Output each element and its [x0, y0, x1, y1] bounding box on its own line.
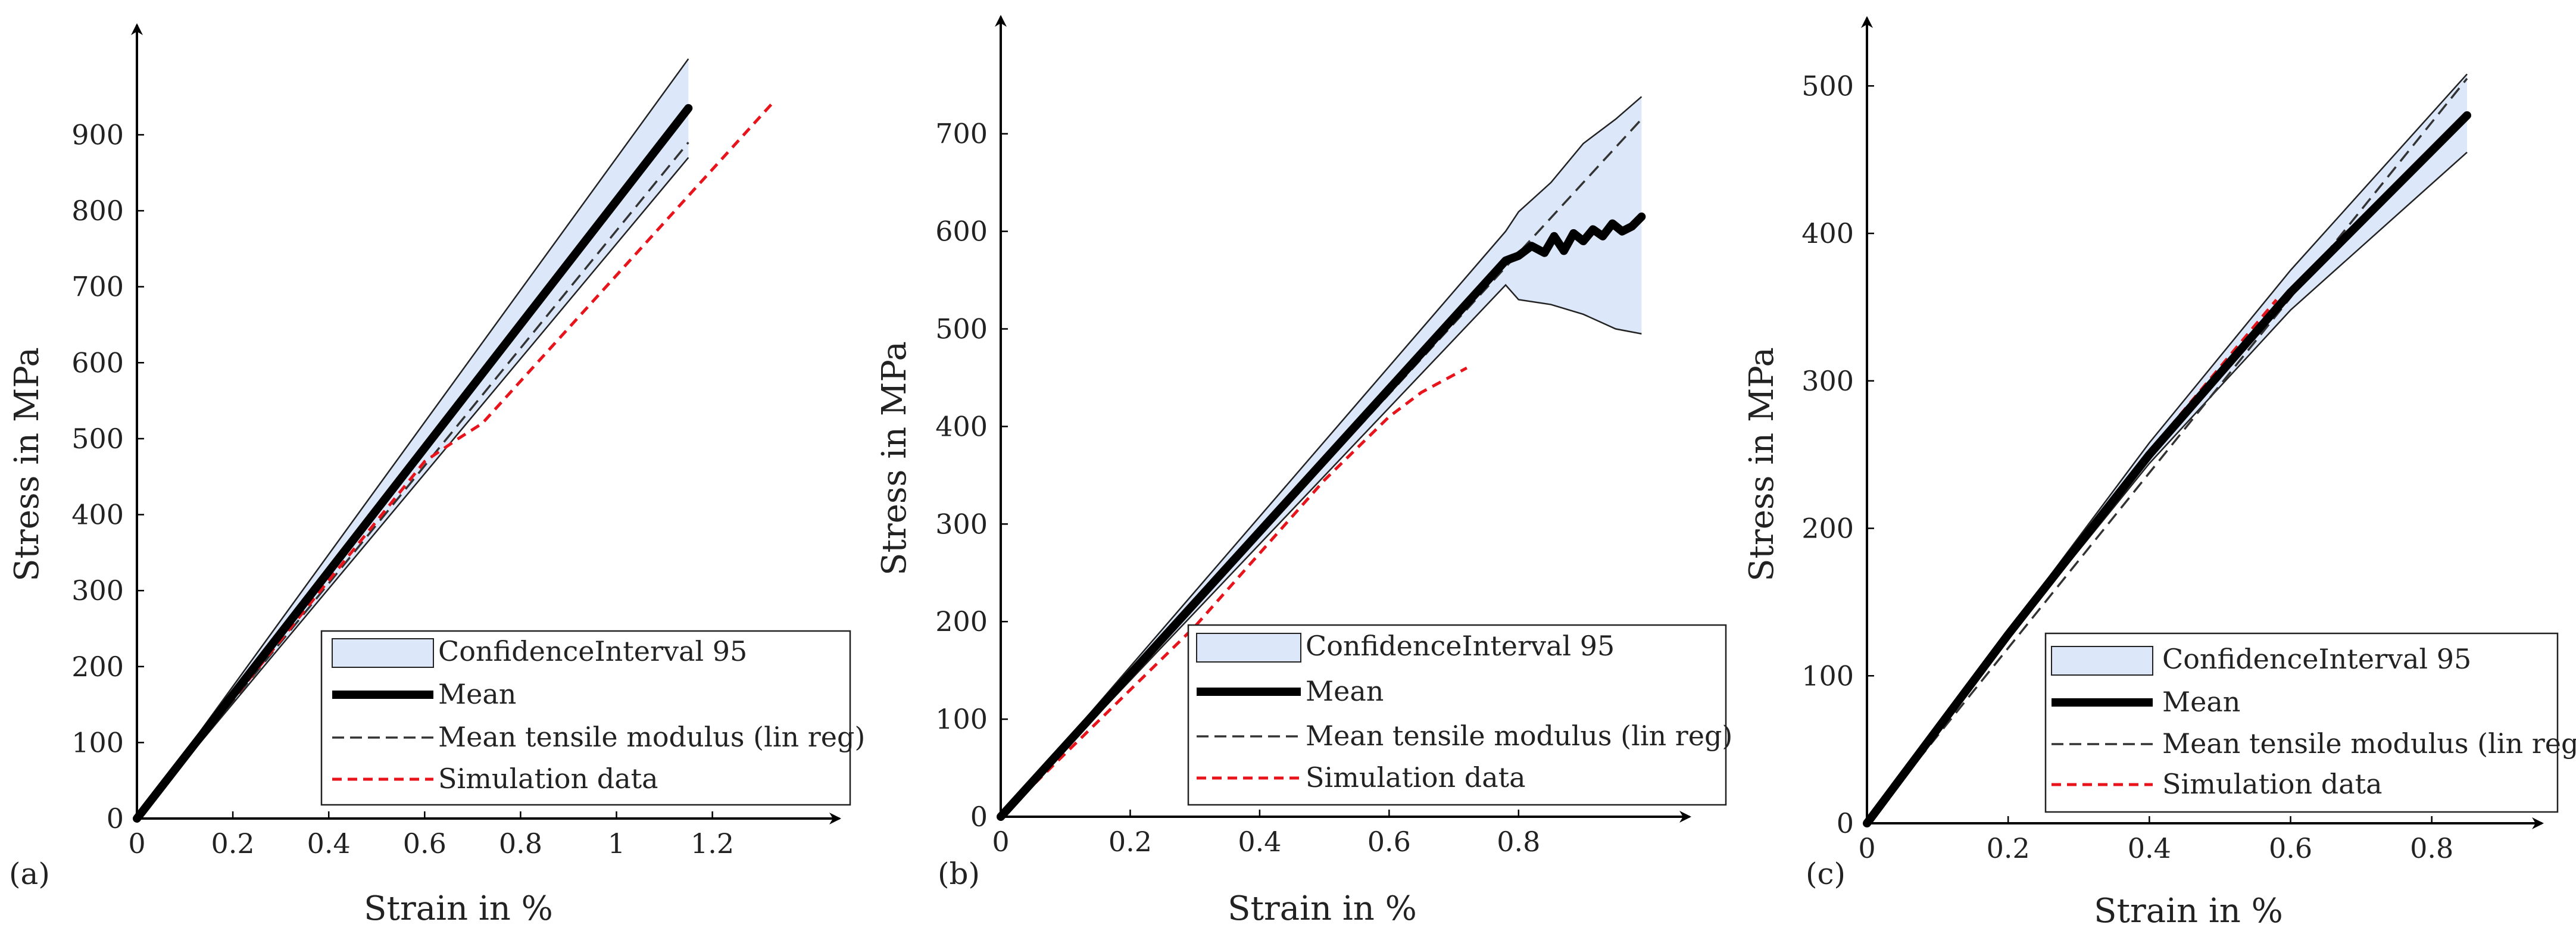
x-tick-label: 0	[1858, 832, 1875, 864]
x-tick-label: 1	[608, 827, 625, 860]
panel-c-plot	[1863, 73, 2471, 827]
x-tick-label: 1.2	[691, 827, 734, 860]
panel-label: (a)	[9, 857, 50, 891]
x-tick-label: 0.4	[307, 827, 351, 860]
panel-a-plot	[133, 58, 776, 823]
panel-c: 0 0.2 0.4 0.6 0.8 0 100 200 300 400 500 Confidence…	[1743, 16, 2576, 930]
x-tick-label: 0.8	[2410, 832, 2453, 864]
panel-c-legend: ConfidenceInterval 95 Mean Mean tensile …	[2044, 632, 2576, 813]
y-tick-label: 300	[935, 508, 988, 540]
legend-label-ci: ConfidenceInterval 95	[438, 635, 747, 667]
y-tick-label: 500	[71, 423, 124, 455]
legend-swatch-ci	[1196, 633, 1301, 663]
y-axis-label: Stress in MPa	[8, 347, 46, 582]
series-linreg	[1866, 77, 2468, 824]
x-tick-label: 0.6	[1367, 826, 1411, 858]
y-tick-label: 900	[71, 118, 124, 151]
panel-b-axes: 0 0.2 0.4 0.6 0.8 0 100 200 300 400 500 600 700	[935, 15, 1691, 858]
legend-label-mean: Mean	[438, 678, 516, 710]
x-tick-label: 0.4	[1238, 826, 1281, 858]
y-tick-label: 300	[71, 574, 124, 607]
x-tick-label: 0.6	[403, 827, 446, 860]
y-tick-label: 100	[71, 726, 124, 758]
y-axis-label: Stress in MPa	[875, 341, 914, 576]
y-tick-label: 300	[1801, 365, 1854, 397]
y-axis-label: Stress in MPa	[1743, 347, 1781, 582]
series-mean	[1863, 111, 2471, 827]
legend-label-simulation: Simulation data	[438, 763, 658, 795]
legend-label-simulation: Simulation data	[1306, 761, 1526, 794]
y-tick-label: 600	[71, 346, 124, 379]
legend-label-simulation: Simulation data	[2162, 768, 2383, 800]
legend-label-linreg: Mean tensile modulus (lin reg)	[438, 721, 865, 753]
x-tick-label: 0.6	[2269, 832, 2312, 864]
confidence-lower-line	[1000, 283, 1642, 817]
panel-b-plot	[997, 96, 1646, 821]
panel-label: (c)	[1806, 857, 1846, 891]
y-tick-label: 0	[107, 802, 124, 835]
y-tick-label: 200	[1801, 513, 1854, 545]
x-tick-label: 0.2	[1987, 832, 2030, 864]
y-tick-label: 600	[935, 215, 988, 248]
y-tick-label: 400	[71, 499, 124, 531]
y-tick-label: 0	[1837, 807, 1854, 839]
x-tick-label: 0.2	[1109, 826, 1152, 858]
series-simulation	[1000, 366, 1468, 818]
y-tick-label: 700	[71, 271, 124, 303]
legend-label-ci: ConfidenceInterval 95	[1306, 630, 1615, 662]
panel-b: 0 0.2 0.4 0.6 0.8 0 100 200 300 400 500 600 700 Conf…	[875, 15, 1732, 928]
legend-label-ci: ConfidenceInterval 95	[2162, 643, 2471, 675]
y-tick-label: 500	[1801, 70, 1854, 102]
legend-label-linreg: Mean tensile modulus (lin reg)	[2162, 727, 2576, 760]
legend-label-mean: Mean	[1306, 675, 1384, 707]
legend-swatch-ci	[2051, 646, 2153, 676]
y-tick-label: 400	[1801, 217, 1854, 249]
panel-a-axes: 0 0.2 0.4 0.6 0.8 1 1.2 0 100 200 300 400 500 600 700 8…	[71, 23, 841, 860]
legend-label-mean: Mean	[2162, 686, 2240, 718]
x-tick-label: 0	[992, 826, 1009, 858]
x-tick-label: 0	[128, 827, 145, 860]
panel-a-legend: ConfidenceInterval 95 Mean Mean tensile …	[320, 630, 865, 806]
panel-b-legend: ConfidenceInterval 95 Mean Mean tensile …	[1187, 624, 1732, 806]
confidence-upper-line	[136, 58, 689, 819]
y-tick-label: 100	[1801, 660, 1854, 692]
x-tick-label: 0.8	[1497, 826, 1540, 858]
legend-swatch-ci	[332, 638, 434, 668]
x-tick-label: 0.4	[2128, 832, 2171, 864]
x-axis-label: Strain in %	[364, 889, 553, 928]
y-tick-label: 400	[935, 410, 988, 442]
y-tick-label: 700	[935, 118, 988, 150]
series-mean	[997, 213, 1646, 821]
y-tick-label: 100	[935, 703, 988, 735]
x-tick-label: 0.2	[211, 827, 255, 860]
panel-c-axes: 0 0.2 0.4 0.6 0.8 0 100 200 300 400 500	[1801, 16, 2544, 864]
y-tick-label: 200	[935, 605, 988, 638]
x-tick-label: 0.8	[499, 827, 542, 860]
y-tick-label: 200	[71, 651, 124, 683]
legend-label-linreg: Mean tensile modulus (lin reg)	[1306, 720, 1732, 752]
y-tick-label: 0	[970, 801, 988, 833]
panel-label: (b)	[938, 857, 980, 891]
y-tick-label: 500	[935, 313, 988, 345]
panel-a: 0 0.2 0.4 0.6 0.8 1 1.2 0 100 200 300 400 500 600 700 8…	[8, 23, 865, 928]
series-simulation	[136, 99, 776, 820]
y-tick-label: 800	[71, 195, 124, 227]
x-axis-label: Strain in %	[1228, 889, 1417, 928]
confidence-lower-line	[136, 157, 689, 819]
x-axis-label: Strain in %	[2094, 892, 2283, 930]
confidence-upper-line	[1000, 96, 1643, 817]
series-mean	[133, 104, 693, 823]
